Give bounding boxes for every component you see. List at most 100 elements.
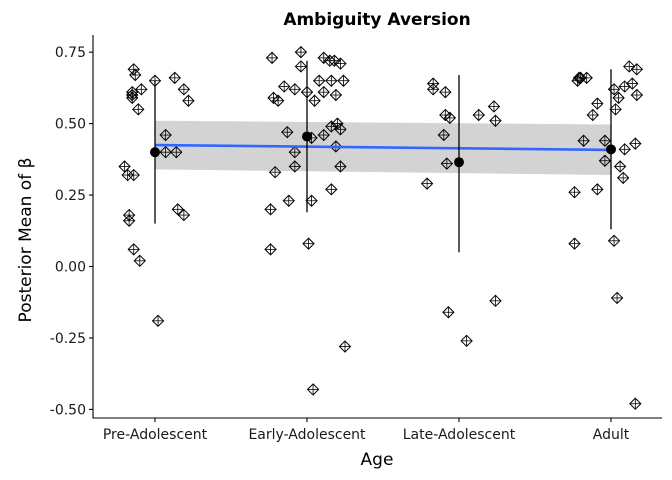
data-point <box>489 114 502 127</box>
data-point <box>623 60 636 73</box>
data-point <box>616 171 630 185</box>
data-point <box>618 80 631 93</box>
x-tick-label: Adult <box>593 427 630 443</box>
data-point <box>312 74 326 87</box>
data-point <box>302 237 315 250</box>
data-point <box>325 183 338 196</box>
data-point <box>127 243 140 256</box>
data-point <box>439 85 452 99</box>
data-point <box>629 397 642 410</box>
plot-area <box>118 45 644 410</box>
data-point <box>135 83 148 96</box>
data-point <box>609 103 622 116</box>
data-point <box>598 154 612 167</box>
data-point <box>629 137 642 150</box>
data-point <box>159 145 172 159</box>
data-point <box>442 306 455 319</box>
y-tick-label: -0.25 <box>50 331 86 347</box>
data-point <box>170 145 183 159</box>
data-point <box>127 63 140 76</box>
data-point <box>612 91 625 105</box>
data-point <box>177 208 191 222</box>
data-point <box>610 291 624 305</box>
data-point <box>337 74 350 87</box>
data-point <box>460 334 473 348</box>
chart-title: Ambiguity Aversion <box>283 10 470 30</box>
data-point <box>127 168 140 182</box>
data-point <box>487 100 501 113</box>
data-point <box>288 160 302 173</box>
data-point <box>338 340 352 353</box>
data-point <box>306 383 320 396</box>
data-point <box>125 91 139 105</box>
data-point <box>305 194 318 207</box>
data-point <box>268 165 282 179</box>
data-point <box>618 143 631 156</box>
data-point <box>426 83 440 96</box>
data-point <box>177 83 191 96</box>
data-point <box>626 77 639 90</box>
data-point <box>325 74 338 87</box>
data-point <box>151 314 165 328</box>
data-point <box>133 254 147 268</box>
trend-line <box>154 143 612 152</box>
data-point <box>288 83 302 96</box>
data-point <box>613 160 627 173</box>
y-tick-label: 0.75 <box>55 45 86 61</box>
data-point <box>265 51 279 65</box>
data-point <box>440 157 454 170</box>
data-point <box>591 183 604 196</box>
data-point <box>317 85 330 99</box>
data-point <box>264 243 277 256</box>
x-axis-title: Age <box>361 450 394 470</box>
data-point <box>591 97 604 110</box>
data-point <box>294 60 308 73</box>
data-point <box>577 134 590 147</box>
data-point <box>568 237 581 250</box>
data-point <box>317 128 330 142</box>
data-point <box>580 71 593 85</box>
y-axis-title: Posterior Mean of β <box>16 158 36 323</box>
data-point <box>171 203 185 216</box>
data-point <box>334 123 347 136</box>
data-point <box>132 103 145 116</box>
data-point <box>420 177 434 190</box>
data-point <box>159 128 172 142</box>
data-point <box>334 160 347 173</box>
y-tick-label: 0.25 <box>55 188 86 204</box>
mean-point <box>302 131 312 142</box>
x-tick-label: Pre-Adolescent <box>103 427 208 443</box>
data-point <box>334 57 347 70</box>
data-point <box>437 128 451 142</box>
x-axis: Pre-Adolescent Early-Adolescent Late-Adole… <box>92 417 662 443</box>
x-tick-label: Early-Adolescent <box>248 427 366 443</box>
data-point <box>607 234 621 247</box>
data-point <box>598 134 612 147</box>
mean-point <box>454 157 464 168</box>
mean-point <box>606 144 616 155</box>
x-tick-label: Late-Adolescent <box>403 427 516 443</box>
data-point <box>182 94 195 107</box>
data-point <box>122 214 136 227</box>
data-point <box>630 88 644 102</box>
data-point <box>281 125 294 139</box>
data-point <box>288 145 302 159</box>
y-tick-label: 0.50 <box>55 117 86 133</box>
data-point <box>264 203 277 216</box>
data-point <box>630 63 644 76</box>
data-point <box>282 194 295 207</box>
y-tick-label: 0.00 <box>55 260 86 276</box>
data-point <box>129 68 142 82</box>
data-point <box>568 185 581 199</box>
data-point <box>271 94 285 107</box>
y-axis: -0.50 -0.25 0.00 0.25 0.50 0.75 <box>50 35 94 419</box>
data-point <box>277 80 291 93</box>
data-point <box>329 88 343 102</box>
data-point <box>472 108 485 122</box>
data-point <box>308 94 321 107</box>
data-point <box>443 111 457 125</box>
data-point <box>168 71 181 85</box>
data-point <box>489 294 502 308</box>
